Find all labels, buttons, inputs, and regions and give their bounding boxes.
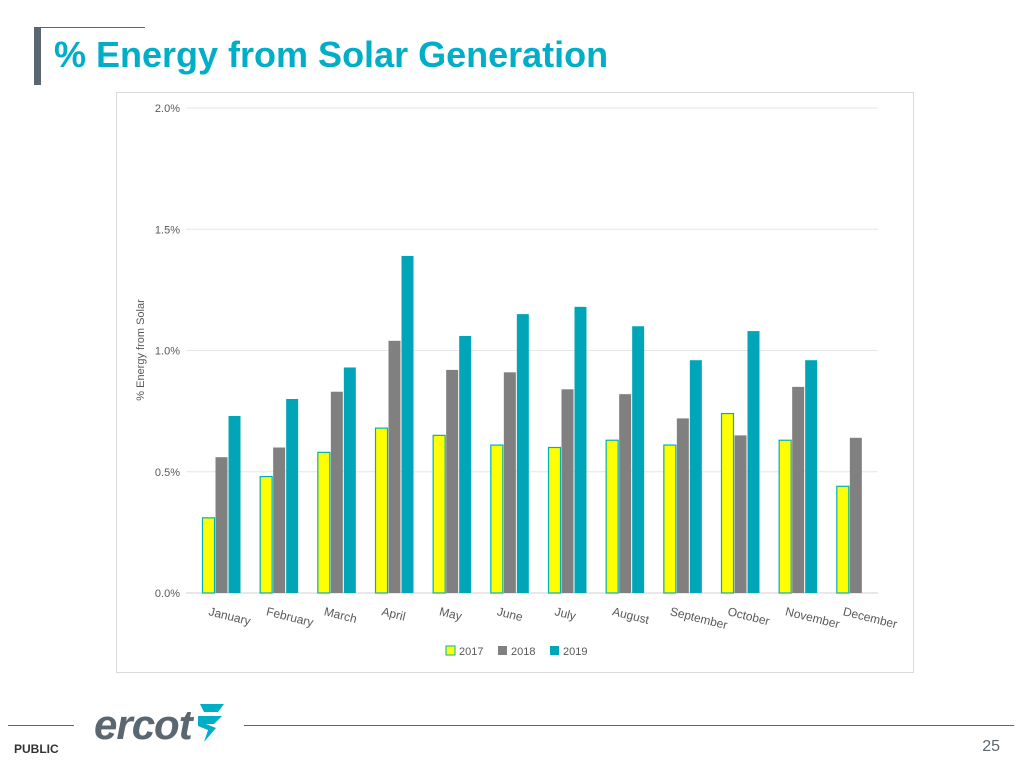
bar-2018-march bbox=[330, 391, 343, 593]
footer-rule-left bbox=[8, 725, 74, 726]
legend-label-2019: 2019 bbox=[563, 646, 587, 658]
solar-energy-bar-chart: 0.0% 0.5% 1.0% 1.5% 2.0% % Energy from Solar… bbox=[135, 103, 899, 658]
bar-2018-october bbox=[734, 435, 747, 593]
legend: 2017 2018 2019 bbox=[445, 645, 587, 658]
legend-label-2017: 2017 bbox=[459, 646, 483, 658]
bar-2018-july bbox=[561, 389, 574, 593]
bar-2018-january bbox=[215, 457, 228, 593]
bar-2018-december bbox=[849, 437, 862, 593]
bar-2019-september bbox=[689, 360, 702, 593]
x-tick-label: May bbox=[438, 604, 463, 623]
bar-2019-june bbox=[516, 314, 529, 593]
bar-2017-april bbox=[374, 427, 389, 594]
x-tick-label: November bbox=[784, 604, 841, 631]
logo-wordmark: ercot bbox=[94, 700, 193, 748]
x-tick-label: April bbox=[380, 604, 407, 623]
legend-label-2018: 2018 bbox=[511, 646, 535, 658]
y-tick-labels: 0.0% 0.5% 1.0% 1.5% 2.0% bbox=[155, 103, 180, 600]
legend-swatch-2019 bbox=[550, 646, 559, 655]
bar-2018-february bbox=[273, 447, 286, 593]
bar-2017-september bbox=[663, 444, 677, 594]
bar-2017-november bbox=[778, 439, 792, 594]
bar-2017-january bbox=[201, 517, 216, 594]
ercot-logo: ercot bbox=[94, 700, 228, 749]
x-tick-label: August bbox=[611, 604, 651, 627]
bar-2018-november bbox=[792, 386, 805, 593]
bar-2018-september bbox=[676, 418, 689, 593]
bar-2019-july bbox=[574, 306, 587, 593]
footer-rule-right bbox=[244, 725, 1014, 726]
bar-2018-may bbox=[446, 369, 459, 593]
bar-2019-february bbox=[286, 399, 299, 593]
bar-2019-november bbox=[805, 360, 818, 593]
bar-2017-august bbox=[605, 439, 619, 594]
title-accent-bar bbox=[34, 27, 41, 85]
x-tick-label: June bbox=[496, 604, 525, 624]
bar-2019-january bbox=[228, 415, 241, 593]
lightning-bolt-icon bbox=[194, 700, 228, 749]
bars bbox=[201, 255, 862, 594]
classification-label: PUBLIC bbox=[14, 742, 59, 756]
gridlines bbox=[186, 107, 878, 594]
page-number: 25 bbox=[982, 738, 1000, 755]
bar-2017-march bbox=[317, 451, 331, 594]
bar-2017-june bbox=[490, 444, 504, 594]
bar-2018-august bbox=[619, 394, 632, 593]
x-tick-label: January bbox=[207, 604, 252, 628]
x-tick-labels: January February March April May June July Augu… bbox=[207, 604, 898, 632]
y-axis-label: % Energy from Solar bbox=[135, 299, 147, 401]
bar-2017-may bbox=[432, 434, 446, 594]
y-tick-label: 1.0% bbox=[155, 346, 180, 358]
y-tick-label: 0.5% bbox=[155, 467, 180, 479]
bar-2017-october bbox=[720, 412, 735, 594]
x-tick-label: March bbox=[323, 604, 359, 626]
bar-2019-october bbox=[747, 331, 760, 593]
y-tick-label: 2.0% bbox=[155, 103, 180, 115]
bar-2019-march bbox=[343, 367, 356, 593]
bar-2017-december bbox=[836, 485, 850, 594]
y-tick-label: 0.0% bbox=[155, 588, 180, 600]
bar-2018-april bbox=[388, 340, 401, 593]
bar-2017-july bbox=[547, 446, 562, 594]
y-tick-label: 1.5% bbox=[155, 224, 180, 236]
x-tick-label: February bbox=[265, 604, 315, 629]
bar-2019-may bbox=[459, 335, 472, 593]
x-tick-label: October bbox=[726, 604, 771, 628]
x-tick-label: December bbox=[842, 604, 899, 631]
slide-title: % Energy from Solar Generation bbox=[54, 34, 609, 75]
bar-2019-august bbox=[632, 326, 645, 593]
x-tick-label: September bbox=[669, 604, 729, 632]
legend-swatch-2018 bbox=[498, 646, 507, 655]
bar-2019-april bbox=[401, 255, 414, 594]
x-tick-label: July bbox=[553, 604, 577, 623]
bar-2018-june bbox=[503, 372, 516, 593]
legend-swatch-2017 bbox=[445, 645, 456, 656]
title-rule bbox=[41, 27, 145, 28]
bar-2017-february bbox=[259, 476, 273, 594]
